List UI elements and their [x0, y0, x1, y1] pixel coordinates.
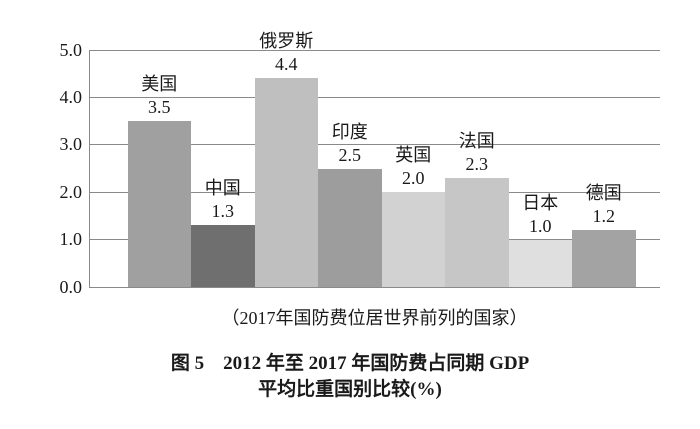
- bar-value-label: 2.0: [402, 168, 425, 189]
- bar-germany: [572, 230, 636, 287]
- bar-country-name: 德国: [585, 183, 622, 204]
- bar-country-name: 印度: [331, 121, 368, 142]
- y-axis-line: [89, 50, 90, 287]
- y-axis-tick-label: 1.0: [59, 229, 83, 250]
- bar-value-label: 3.5: [148, 97, 171, 118]
- bar-label-china: 中国 1.3: [178, 177, 268, 223]
- bar-label-russia: 俄罗斯 4.4: [241, 30, 331, 76]
- bar-japan: [508, 239, 572, 287]
- bar-value-label: 2.5: [338, 144, 362, 165]
- gridline: [89, 49, 660, 51]
- bar-russia: [254, 78, 318, 287]
- bar-india: [318, 168, 382, 287]
- figure-title-line1: 图 5 2012 年至 2017 年国防费占同期 GDP: [170, 353, 530, 374]
- gridline: [89, 144, 660, 146]
- y-axis-tick-label: 5.0: [59, 39, 83, 60]
- bar-value-label: 4.4: [275, 54, 298, 75]
- bar-country-name: 俄罗斯: [259, 31, 314, 52]
- bar-value-label: 2.3: [465, 153, 489, 174]
- bar-value-label: 1.2: [592, 206, 616, 227]
- y-axis-tick-label: 4.0: [59, 86, 83, 107]
- bar-country-name: 法国: [458, 130, 495, 151]
- bar-country-name: 英国: [395, 145, 432, 166]
- bar-usa: [127, 121, 191, 287]
- bar-label-germany: 德国 1.2: [559, 182, 649, 228]
- bar-country-name: 美国: [141, 74, 178, 95]
- gridline: [89, 96, 660, 98]
- x-axis-line: [89, 286, 660, 288]
- bar-china: [191, 225, 255, 287]
- y-axis-tick-label: 0.0: [59, 276, 83, 297]
- figure-title-line2: 平均比重国别比较(%): [258, 379, 442, 400]
- y-axis-tick-label: 2.0: [59, 181, 83, 202]
- chart-annotation: （2017年国防费位居世界前列的国家）: [221, 308, 528, 328]
- y-axis-tick-label: 3.0: [59, 134, 83, 155]
- bar-label-japan: 日本 1.0: [495, 192, 585, 238]
- bar-label-france: 法国 2.3: [432, 130, 522, 176]
- bar-france: [445, 177, 509, 287]
- bar-label-uk: 英国 2.0: [368, 144, 458, 190]
- bar-value-label: 1.3: [211, 201, 235, 222]
- bar-uk: [381, 192, 445, 287]
- bar-label-usa: 美国 3.5: [114, 73, 204, 119]
- bar-label-india: 印度 2.5: [305, 121, 395, 167]
- bar-country-name: 日本: [522, 192, 559, 213]
- bar-value-label: 1.0: [529, 215, 552, 236]
- bar-country-name: 中国: [204, 178, 241, 199]
